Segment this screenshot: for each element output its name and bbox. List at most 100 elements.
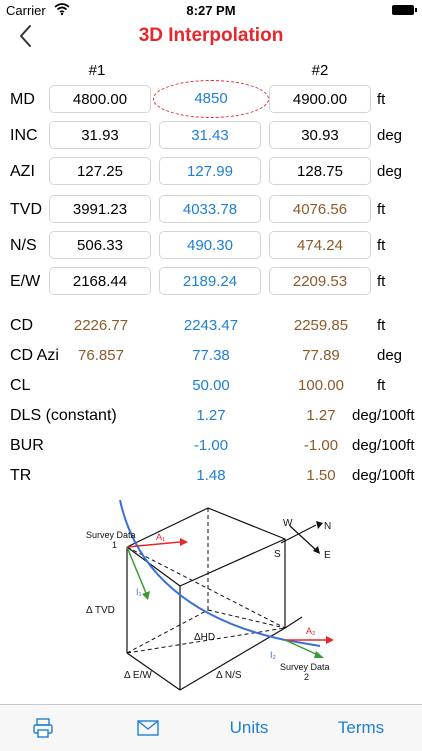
carrier-label: Carrier (6, 3, 46, 18)
delta-ns-label: Δ N/S (216, 670, 242, 681)
battery-icon (392, 5, 417, 15)
unit-label: deg (377, 127, 403, 144)
ns-interpolated-value: 490.30 (159, 231, 261, 259)
row-label: INC (10, 127, 38, 144)
cl-second-value: 100.00 (298, 377, 344, 394)
unit-label: ft (377, 91, 386, 108)
ew-first-input[interactable]: 2168.44 (49, 267, 151, 295)
inc-first-input[interactable]: 31.93 (49, 121, 151, 149)
mail-icon (137, 720, 159, 736)
survey-2-number: 2 (304, 672, 309, 682)
row-ns: N/S 506.33 490.30 474.24 ft (0, 230, 422, 262)
print-button[interactable] (18, 705, 68, 751)
row-label: MD (10, 91, 35, 108)
cd-first-value: 2226.77 (73, 317, 129, 334)
cd-azi-interpolated-value: 77.38 (192, 347, 230, 364)
ew-second-value: 2209.53 (269, 267, 371, 295)
interpolation-diagram: W N S E Survey Data 1 Survey Data 2 A₁ I… (86, 499, 334, 691)
delta-ew-label: Δ E/W (124, 670, 152, 681)
row-label: DLS (constant) (10, 407, 117, 424)
azi-interpolated-value: 127.99 (159, 157, 261, 185)
bur-second-value: -1.00 (303, 437, 339, 454)
navigation-bar: 3D Interpolation (0, 20, 422, 54)
tvd-first-input[interactable]: 3991.23 (49, 195, 151, 223)
row-bur: BUR -1.00 -1.00 deg/100ft (0, 430, 422, 462)
unit-label: ft (377, 273, 386, 290)
cd-azi-first-value: 76.857 (78, 347, 124, 364)
status-time: 8:27 PM (186, 3, 236, 18)
cl-interpolated-value: 50.00 (192, 377, 230, 394)
row-label: E/W (10, 273, 41, 290)
row-dls: DLS (constant) 1.27 1.27 deg/100ft (0, 400, 422, 432)
unit-label: ft (377, 317, 386, 334)
tvd-interpolated-value: 4033.78 (159, 195, 261, 223)
inc-second-input[interactable]: 30.93 (269, 121, 371, 149)
unit-label: ft (377, 377, 386, 394)
row-md: MD 4800.00 4850 4900.00 ft (0, 80, 422, 118)
row-inc: INC 31.93 31.43 30.93 deg (0, 120, 422, 152)
status-bar: Carrier 8:27 PM (0, 0, 422, 20)
units-button[interactable]: Units (229, 718, 269, 737)
compass-west-label: W (283, 518, 293, 529)
delta-hd-label: ΔHD (194, 632, 215, 643)
ew-interpolated-value: 2189.24 (159, 267, 261, 295)
md-interpolate-input[interactable]: 4850 (153, 80, 269, 118)
row-azi: AZI 127.25 127.99 128.75 deg (0, 156, 422, 188)
compass-north-label: N (324, 521, 331, 532)
row-cd: CD 2226.77 2243.47 2259.85 ft (0, 310, 422, 342)
compass-south-label: S (274, 549, 281, 560)
column-header-second: #2 (311, 62, 329, 79)
cd-second-value: 2259.85 (293, 317, 349, 334)
row-label: CD (10, 317, 34, 334)
md-second-input[interactable]: 4900.00 (269, 85, 371, 113)
row-label: TVD (10, 201, 42, 218)
unit-label: deg/100ft (352, 437, 415, 454)
vector-a1-label: A₁ (156, 532, 165, 542)
inc-interpolated-value: 31.43 (159, 121, 261, 149)
unit-label: deg (377, 347, 403, 364)
row-cl: CL 50.00 100.00 ft (0, 370, 422, 402)
azi-first-input[interactable]: 127.25 (49, 157, 151, 185)
wifi-icon (54, 3, 70, 16)
unit-label: deg/100ft (352, 467, 415, 484)
survey-1-number: 1 (112, 540, 117, 550)
row-label: AZI (10, 163, 35, 180)
tr-interpolated-value: 1.48 (196, 467, 226, 484)
unit-label: deg (377, 163, 403, 180)
survey-2-label: Survey Data (280, 662, 330, 672)
azi-second-input[interactable]: 128.75 (269, 157, 371, 185)
printer-icon (33, 718, 53, 738)
dls-second-value: 1.27 (306, 407, 336, 424)
md-first-input[interactable]: 4800.00 (49, 85, 151, 113)
row-label: TR (10, 467, 32, 484)
cd-azi-second-value: 77.89 (302, 347, 340, 364)
tr-second-value: 1.50 (306, 467, 336, 484)
dls-interpolated-value: 1.27 (196, 407, 226, 424)
vector-i2-label: I₂ (270, 650, 277, 660)
row-label: N/S (10, 237, 37, 254)
row-label: CL (10, 377, 31, 394)
email-button[interactable] (123, 705, 173, 751)
delta-tvd-label: Δ TVD (86, 605, 115, 616)
row-ew: E/W 2168.44 2189.24 2209.53 ft (0, 266, 422, 298)
unit-label: deg/100ft (352, 407, 415, 424)
vector-i1-label: I₁ (136, 587, 142, 597)
ns-first-input[interactable]: 506.33 (49, 231, 151, 259)
cd-interpolated-value: 2243.47 (183, 317, 239, 334)
page-title: 3D Interpolation (138, 25, 284, 46)
bur-interpolated-value: -1.00 (193, 437, 229, 454)
unit-label: ft (377, 201, 386, 218)
survey-1-label: Survey Data (86, 530, 136, 540)
unit-label: ft (377, 237, 386, 254)
bottom-toolbar: Units Terms (0, 704, 422, 751)
compass-east-label: E (324, 550, 331, 561)
row-tr: TR 1.48 1.50 deg/100ft (0, 460, 422, 492)
row-label: BUR (10, 437, 44, 454)
terms-button[interactable]: Terms (337, 718, 385, 737)
row-label: CD Azi (10, 347, 59, 364)
row-tvd: TVD 3991.23 4033.78 4076.56 ft (0, 194, 422, 226)
vector-a2-label: A₂ (306, 626, 316, 636)
tvd-second-value: 4076.56 (269, 195, 371, 223)
back-chevron-icon[interactable] (14, 22, 40, 50)
ns-second-value: 474.24 (269, 231, 371, 259)
